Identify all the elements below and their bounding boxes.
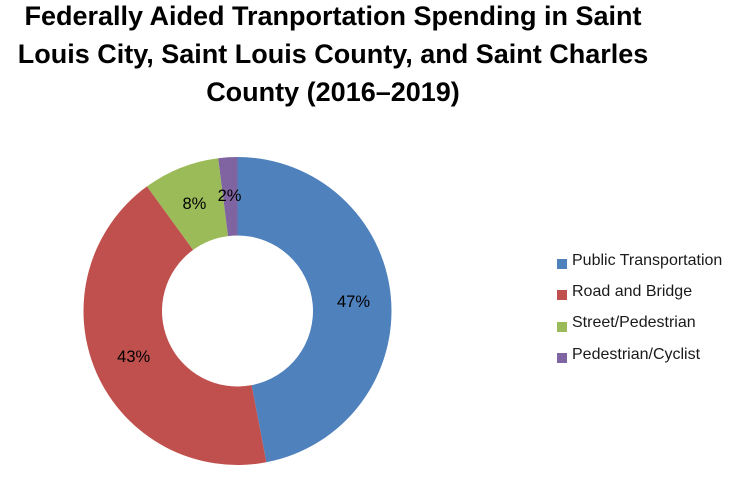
svg-text:43%: 43% bbox=[117, 348, 150, 366]
svg-text:47%: 47% bbox=[337, 293, 370, 311]
svg-text:8%: 8% bbox=[182, 195, 206, 213]
svg-text:2%: 2% bbox=[218, 187, 242, 205]
